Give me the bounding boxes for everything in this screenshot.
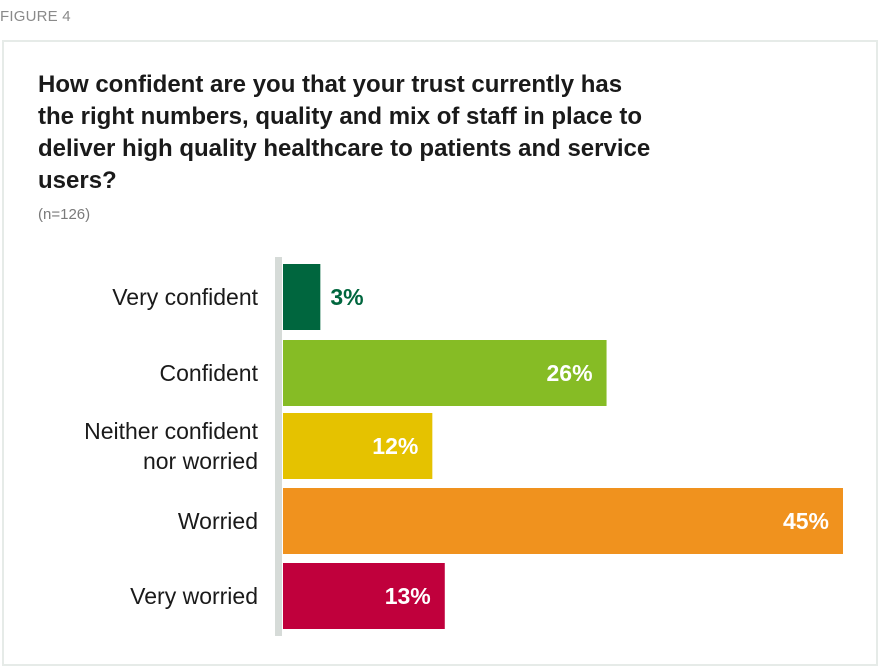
chart-title: How confident are you that your trust cu… xyxy=(38,71,651,194)
chart-subtitle: (n=126) xyxy=(38,206,91,223)
y-axis-line xyxy=(275,257,282,636)
value-label: 13% xyxy=(385,583,431,609)
category-label: Neither confident nor worried xyxy=(84,418,258,474)
category-label-line: Very confident xyxy=(112,284,258,310)
category-label: Worried xyxy=(178,508,258,534)
bar-very-confident xyxy=(283,264,321,330)
bar-neither xyxy=(283,413,433,479)
value-label: 3% xyxy=(330,284,363,310)
value-label: 26% xyxy=(547,360,593,386)
category-label: Very worried xyxy=(130,583,258,609)
value-label: 45% xyxy=(783,508,829,534)
bar-worried xyxy=(283,488,843,554)
bars-group: Very confident 3% Confident 26% Neither conf… xyxy=(84,264,843,629)
category-label-line: Worried xyxy=(178,508,258,534)
category-label-line: Neither confident xyxy=(84,418,258,444)
category-label-line: Confident xyxy=(160,360,259,386)
category-label: Very confident xyxy=(112,284,258,310)
category-label-line: Very worried xyxy=(130,583,258,609)
bar-very-worried xyxy=(283,563,445,629)
value-label: 12% xyxy=(372,433,418,459)
bar-confident xyxy=(283,340,607,406)
chart-panel xyxy=(2,40,878,666)
category-label-line: nor worried xyxy=(143,448,258,474)
figure-label: FIGURE 4 xyxy=(0,8,71,25)
category-label: Confident xyxy=(160,360,259,386)
